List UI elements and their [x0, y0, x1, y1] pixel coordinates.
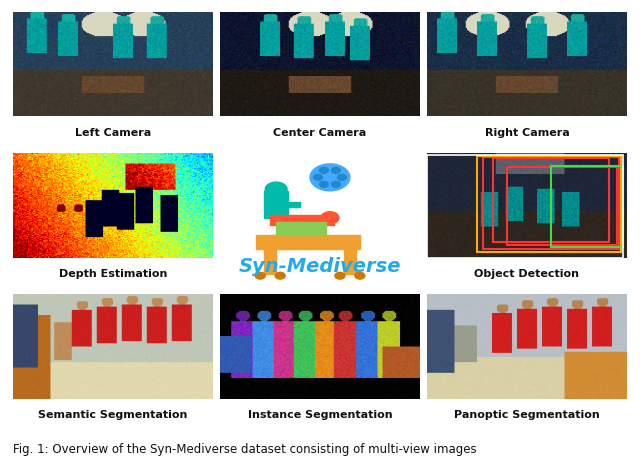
Text: Semantic Segmentation: Semantic Segmentation — [38, 410, 188, 421]
Circle shape — [321, 211, 339, 224]
Bar — [493, 158, 609, 242]
Text: Panoptic Segmentation: Panoptic Segmentation — [454, 410, 600, 421]
Circle shape — [265, 182, 287, 197]
Text: Depth Estimation: Depth Estimation — [59, 269, 167, 279]
Bar — [270, 215, 334, 225]
Circle shape — [310, 164, 350, 191]
Circle shape — [314, 174, 323, 180]
Bar — [276, 202, 300, 207]
Circle shape — [319, 181, 328, 187]
Text: Fig. 1: Overview of the Syn-Mediverse dataset consisting of multi-view images: Fig. 1: Overview of the Syn-Mediverse da… — [13, 443, 476, 456]
Bar — [344, 247, 356, 275]
Text: Center Camera: Center Camera — [273, 128, 367, 138]
Circle shape — [255, 272, 265, 279]
Bar — [276, 222, 326, 236]
Circle shape — [332, 167, 340, 173]
Bar — [477, 156, 621, 252]
Circle shape — [275, 272, 285, 279]
Circle shape — [335, 272, 345, 279]
Text: Left Camera: Left Camera — [75, 128, 151, 138]
Bar — [256, 236, 360, 249]
Circle shape — [319, 167, 328, 173]
Circle shape — [332, 181, 340, 187]
Bar — [264, 247, 276, 275]
Text: Instance Segmentation: Instance Segmentation — [248, 410, 392, 421]
Circle shape — [337, 174, 346, 180]
Bar — [551, 166, 623, 247]
Text: Object Detection: Object Detection — [474, 269, 579, 279]
Bar — [264, 191, 288, 218]
Circle shape — [355, 272, 365, 279]
Text: Right Camera: Right Camera — [484, 128, 570, 138]
Bar — [507, 167, 616, 245]
Text: Syn-Mediverse: Syn-Mediverse — [239, 257, 401, 276]
Bar — [483, 157, 619, 249]
